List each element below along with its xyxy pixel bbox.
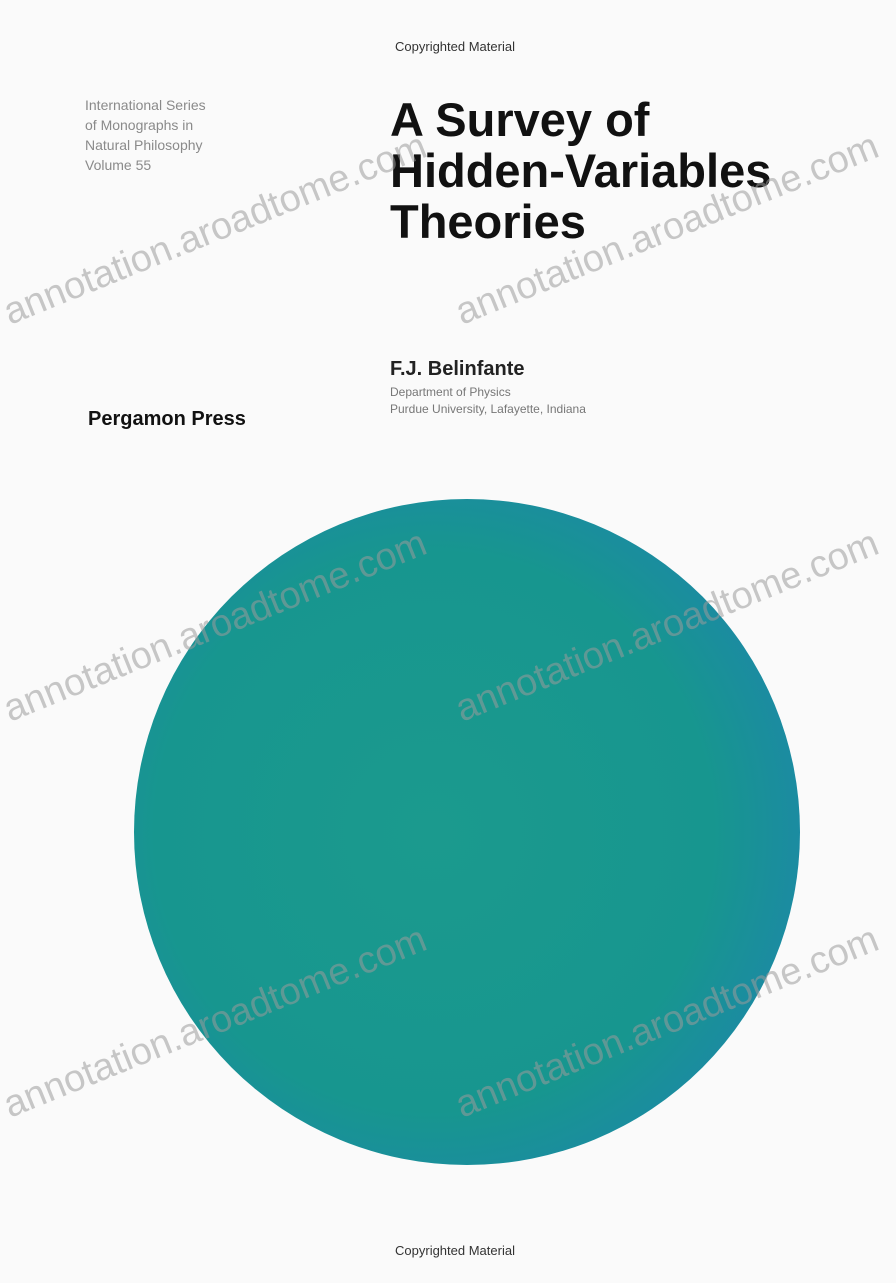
author-affiliation: Purdue University, Lafayette, Indiana	[390, 402, 586, 416]
author-name: F.J. Belinfante	[390, 358, 524, 380]
series-line: Volume 55	[85, 157, 151, 173]
copyright-bottom: Copyrighted Material	[395, 1243, 515, 1258]
page: Copyrighted Material International Serie…	[0, 0, 896, 1283]
series-line: of Monographs in	[85, 117, 193, 133]
book-cover: Copyrighted Material International Serie…	[0, 0, 896, 1283]
copyright-top: Copyrighted Material	[395, 39, 515, 54]
title-line: A Survey of	[390, 93, 650, 146]
series-line: Natural Philosophy	[85, 137, 203, 153]
title-line: Theories	[390, 195, 586, 248]
author-department: Department of Physics	[390, 385, 511, 399]
series-line: International Series	[85, 97, 206, 113]
publisher: Pergamon Press	[88, 408, 246, 430]
